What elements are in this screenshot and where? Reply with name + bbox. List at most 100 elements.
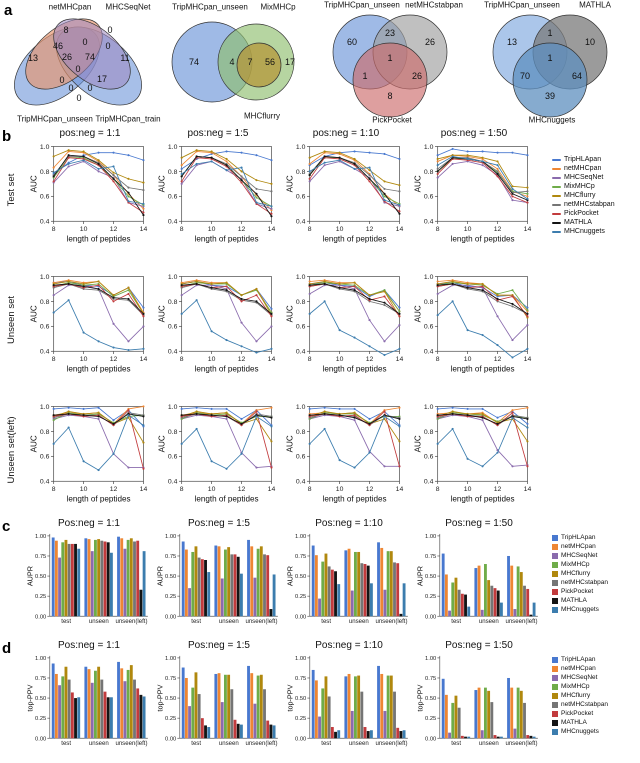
svg-text:10: 10 <box>80 486 88 493</box>
legend-label: MATHLA <box>561 719 587 726</box>
legend-line-marker <box>552 167 561 170</box>
svg-text:14: 14 <box>396 356 404 363</box>
svg-text:test: test <box>321 741 331 747</box>
legend-item-mhcseqnet: MHCSeqNet <box>552 674 608 681</box>
legend-item-mhcseqnet: MHCSeqNet <box>552 552 608 559</box>
svg-text:AUC: AUC <box>30 175 39 192</box>
svg-text:length of peptides: length of peptides <box>67 365 131 374</box>
venn-region-count: 26 <box>424 37 436 47</box>
panel-a: netMHCpan MHCSeqNet TripMHCpan_unseen Tr… <box>0 0 640 126</box>
svg-text:AUC: AUC <box>414 305 423 322</box>
svg-text:0.25: 0.25 <box>35 594 46 600</box>
svg-text:AUC: AUC <box>286 435 295 452</box>
svg-text:1.0: 1.0 <box>424 274 434 281</box>
venn-region-count: 0 <box>59 75 65 85</box>
svg-text:0.25: 0.25 <box>425 716 436 722</box>
legend-color-swatch <box>552 674 558 681</box>
svg-text:AUC: AUC <box>30 435 39 452</box>
venn-netmhcstabpan-pickpocket: TripMHCpan_unseen netMHCstabpan PickPock… <box>310 0 470 126</box>
svg-text:test: test <box>61 741 71 747</box>
venn-region-count: 0 <box>82 37 88 47</box>
svg-text:0.4: 0.4 <box>168 349 178 356</box>
svg-text:10: 10 <box>208 486 216 493</box>
legend-line-marker <box>552 230 561 233</box>
venn-region-count: 74 <box>188 57 200 67</box>
venn-region-count: 1 <box>387 53 393 63</box>
svg-text:10: 10 <box>464 356 472 363</box>
legend-line-marker <box>552 158 561 161</box>
legend-item-mhcflurry: MHCflurry <box>552 692 608 699</box>
svg-text:AUC: AUC <box>286 175 295 192</box>
venn-set-label: TripMHCpan_unseen <box>484 0 560 10</box>
svg-text:0.00: 0.00 <box>35 614 46 620</box>
venn-set-label: MHCflurry <box>244 111 280 121</box>
svg-text:12: 12 <box>238 486 246 493</box>
svg-text:10: 10 <box>208 356 216 363</box>
venn-set-label: PickPocket <box>372 115 412 125</box>
svg-text:0.25: 0.25 <box>35 716 46 722</box>
svg-text:length of peptides: length of peptides <box>195 365 259 374</box>
line-chart-unseen-left-1-10: 1.0 0.8 0.6 0.48 10 12 14 AUC length of peptides <box>286 404 404 504</box>
svg-text:0.8: 0.8 <box>40 429 50 436</box>
bar-chart-aupr-1-50: 1.00 0.75 0.50 0.25 0.00 test unseen unseen(lef… <box>416 533 538 625</box>
svg-text:1.0: 1.0 <box>168 144 178 151</box>
svg-text:unseen: unseen <box>89 619 109 625</box>
legend-label: MixMHCp <box>561 561 590 568</box>
legend-color-swatch <box>552 561 558 568</box>
legend-label: TripHLApan <box>561 656 596 663</box>
line-chart-unseen-left-1-50: 1.0 0.8 0.6 0.48 10 12 14 AUC length of peptides <box>414 404 532 504</box>
venn3-shapes <box>492 14 608 118</box>
legend-line-marker <box>552 221 561 224</box>
svg-text:0.6: 0.6 <box>296 194 306 201</box>
svg-text:0.8: 0.8 <box>424 169 434 176</box>
svg-text:0.4: 0.4 <box>296 219 306 226</box>
legend-label: netMHCpan <box>561 665 596 672</box>
svg-text:1.0: 1.0 <box>168 274 178 281</box>
svg-text:8: 8 <box>436 226 440 233</box>
line-chart-unseen-1-5: 1.0 0.8 0.6 0.48 10 12 14 AUC length of peptides <box>158 274 276 374</box>
legend-item-triphlapan: TripHLApan <box>552 156 615 163</box>
svg-text:0.8: 0.8 <box>168 429 178 436</box>
venn-region-count: 11 <box>120 53 130 63</box>
svg-text:0.4: 0.4 <box>296 349 306 356</box>
svg-text:12: 12 <box>110 226 118 233</box>
venn-set-label: MixMHCp <box>260 2 296 12</box>
panel-c-col-title: Pos:neg = 1:10 <box>315 518 383 529</box>
legend-item-mhcseqnet: MHCSeqNet <box>552 174 615 181</box>
svg-text:0.25: 0.25 <box>295 594 306 600</box>
venn-set-label: MHCSeqNet <box>105 2 151 12</box>
svg-text:0.4: 0.4 <box>424 479 434 486</box>
line-chart-test-1-1: 1.0 0.8 0.6 0.48 10 12 14 AUC length of peptides <box>30 144 148 244</box>
venn-region-count: 0 <box>105 41 111 51</box>
legend-line-marker <box>552 176 561 179</box>
legend-color-swatch <box>552 534 558 541</box>
svg-text:8: 8 <box>436 356 440 363</box>
svg-text:top-PPV: top-PPV <box>416 684 425 711</box>
svg-text:1.00: 1.00 <box>425 656 436 662</box>
venn-region-count: 10 <box>584 37 596 47</box>
line-chart-test-1-5: 1.0 0.8 0.6 0.48 10 12 14 AUC length of peptides <box>158 144 276 244</box>
svg-text:1.00: 1.00 <box>35 656 46 662</box>
legend-label: netMHCpan <box>561 543 596 550</box>
svg-text:0.75: 0.75 <box>295 676 306 682</box>
venn-mixmhcp-mhcflurry: TripMHCpan_unseen MixMHCp MHCflurry 74 4… <box>162 0 310 126</box>
venn-region-count: 1 <box>362 71 368 81</box>
svg-text:1.0: 1.0 <box>296 274 306 281</box>
venn-region-count: 17 <box>284 57 296 67</box>
legend-line-marker <box>552 194 561 197</box>
bar-chart-aupr-1-5: 1.00 0.75 0.50 0.25 0.00 test unseen unseen(lef… <box>156 533 278 625</box>
svg-text:unseen: unseen <box>349 741 369 747</box>
legend-item-netmhcstabpan: netMHCstabpan <box>552 201 615 208</box>
panel-d-col-title: Pos:neg = 1:10 <box>315 640 383 651</box>
legend-label: MHCSeqNet <box>561 552 598 559</box>
bar-chart-ppv-1-5: 1.00 0.75 0.50 0.25 0.00 test unseen unseen(lef… <box>156 655 278 747</box>
svg-text:0.50: 0.50 <box>295 696 306 702</box>
svg-text:0.8: 0.8 <box>424 429 434 436</box>
legend-item-mixmhcp: MixMHCp <box>552 561 608 568</box>
legend-item-mathla: MATHLA <box>552 719 608 726</box>
legend-label: netMHCstabpan <box>561 701 608 708</box>
svg-text:AUC: AUC <box>286 305 295 322</box>
panel-c-letter: c <box>2 518 11 535</box>
legend-item-mhcflurry: MHCflurry <box>552 570 608 577</box>
svg-text:8: 8 <box>52 356 56 363</box>
